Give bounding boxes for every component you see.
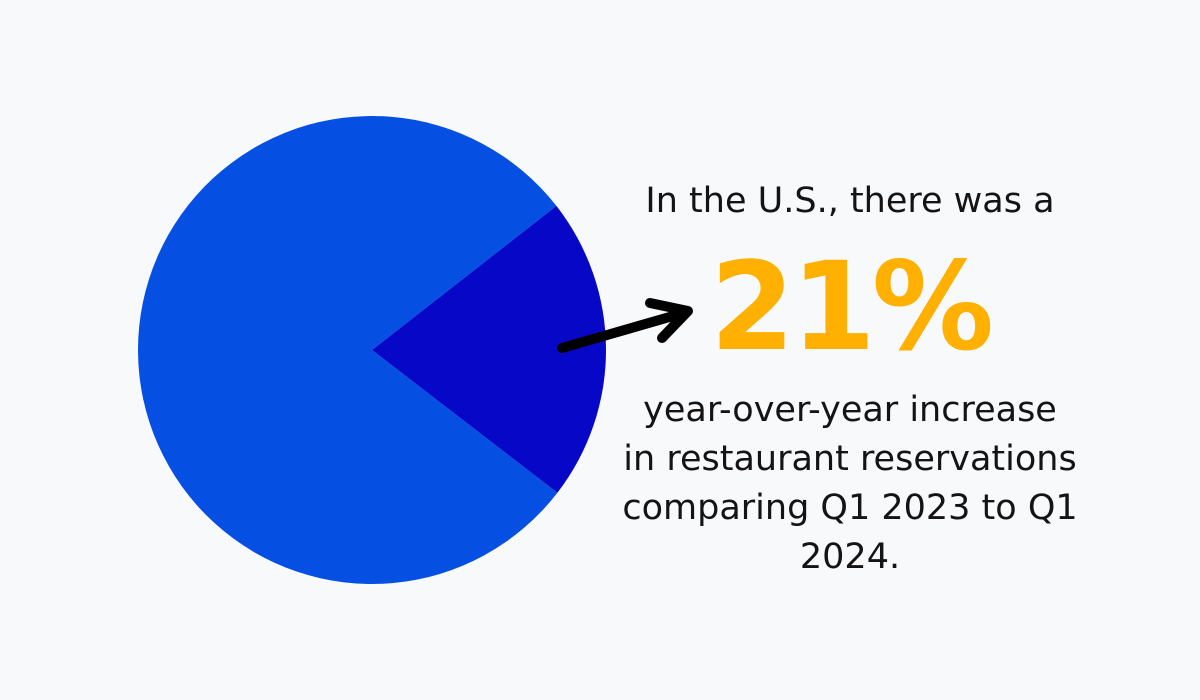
pie-slice-small bbox=[372, 205, 606, 493]
caption-line: 2024. bbox=[799, 537, 901, 577]
caption-line: year-over-year increase bbox=[643, 390, 1057, 430]
highlight-percentage: 21% bbox=[709, 236, 994, 378]
pie-slices bbox=[137, 116, 606, 584]
pie-slice-large bbox=[137, 116, 558, 584]
intro-text: In the U.S., there was a bbox=[645, 181, 1055, 221]
arrow-right-icon bbox=[557, 298, 693, 353]
caption-line: in restaurant reservations bbox=[623, 439, 1077, 479]
caption-text: year-over-year increase in restaurant re… bbox=[600, 386, 1100, 582]
caption-line: comparing Q1 2023 to Q1 bbox=[622, 488, 1078, 528]
